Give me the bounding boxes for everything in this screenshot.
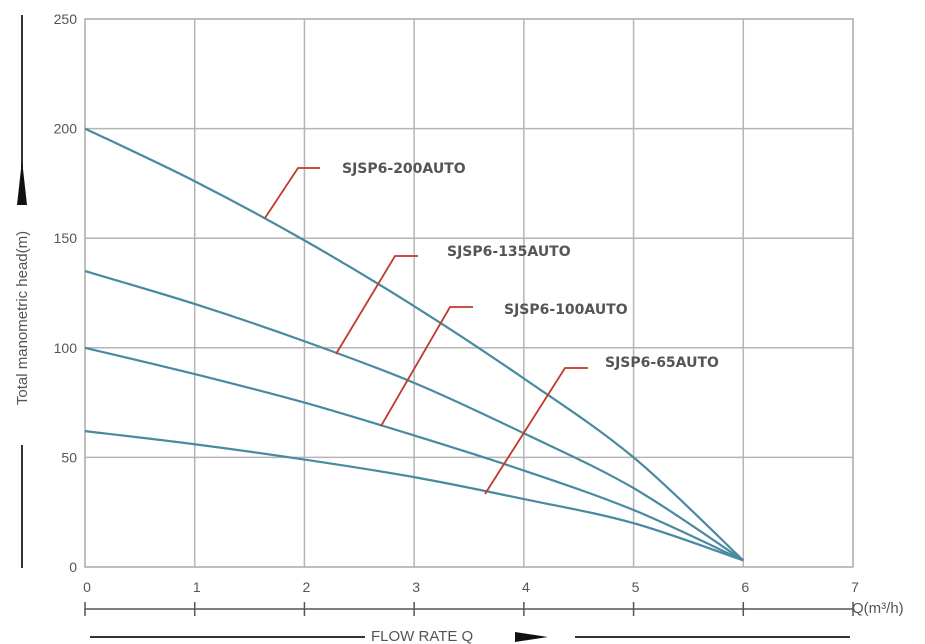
x-tick-label: 4 xyxy=(522,579,530,595)
y-tick-label: 50 xyxy=(61,449,77,465)
x-tick-label: 5 xyxy=(632,579,640,595)
x-tick-label: 7 xyxy=(851,579,859,595)
series-label: SJSP6-200AUTO xyxy=(342,161,466,177)
y-tick-label: 150 xyxy=(54,230,78,246)
y-axis-arrow-head-icon xyxy=(17,160,27,205)
series-curve xyxy=(84,270,744,562)
series-leader-lines xyxy=(264,167,588,495)
y-tick-label: 0 xyxy=(69,559,77,575)
x-tick-label: 1 xyxy=(193,579,201,595)
x-tick-label: 3 xyxy=(412,579,420,595)
x-axis-unit-label: Q(m³/h) xyxy=(852,600,904,617)
x-axis-title-group: FLOW RATE Q xyxy=(90,628,850,644)
y-axis-title-group: Total manometric head(m) xyxy=(14,15,31,568)
y-tick-label: 250 xyxy=(54,11,78,27)
y-tick-labels: 0 50 100 150 200 250 xyxy=(54,11,78,575)
grid xyxy=(84,18,854,568)
y-tick-label: 200 xyxy=(54,121,78,137)
x-tick-labels: 0 1 2 3 4 5 6 7 xyxy=(83,579,859,595)
series-leader-line xyxy=(264,167,320,219)
x-tick-label: 0 xyxy=(83,579,91,595)
series-leader-line xyxy=(380,306,473,427)
x-axis-ruler xyxy=(84,602,854,616)
series-label: SJSP6-100AUTO xyxy=(504,302,628,318)
series-label: SJSP6-135AUTO xyxy=(447,244,571,260)
series-leader-line xyxy=(335,255,418,355)
y-tick-label: 100 xyxy=(54,340,78,356)
series-curve xyxy=(84,430,744,562)
series-curve xyxy=(84,127,745,562)
series-curve xyxy=(84,346,744,562)
series-leader-line xyxy=(484,367,588,495)
series-label: SJSP6-65AUTO xyxy=(605,355,719,371)
x-axis-title: FLOW RATE Q xyxy=(371,628,473,644)
x-tick-label: 6 xyxy=(741,579,749,595)
plot-border xyxy=(84,18,854,568)
series-curves xyxy=(84,127,745,562)
series-labels: SJSP6-200AUTO SJSP6-135AUTO SJSP6-100AUTO S… xyxy=(342,161,719,371)
y-axis-title: Total manometric head(m) xyxy=(14,231,31,405)
x-tick-label: 2 xyxy=(303,579,311,595)
x-axis-arrow-head-icon xyxy=(515,632,548,642)
